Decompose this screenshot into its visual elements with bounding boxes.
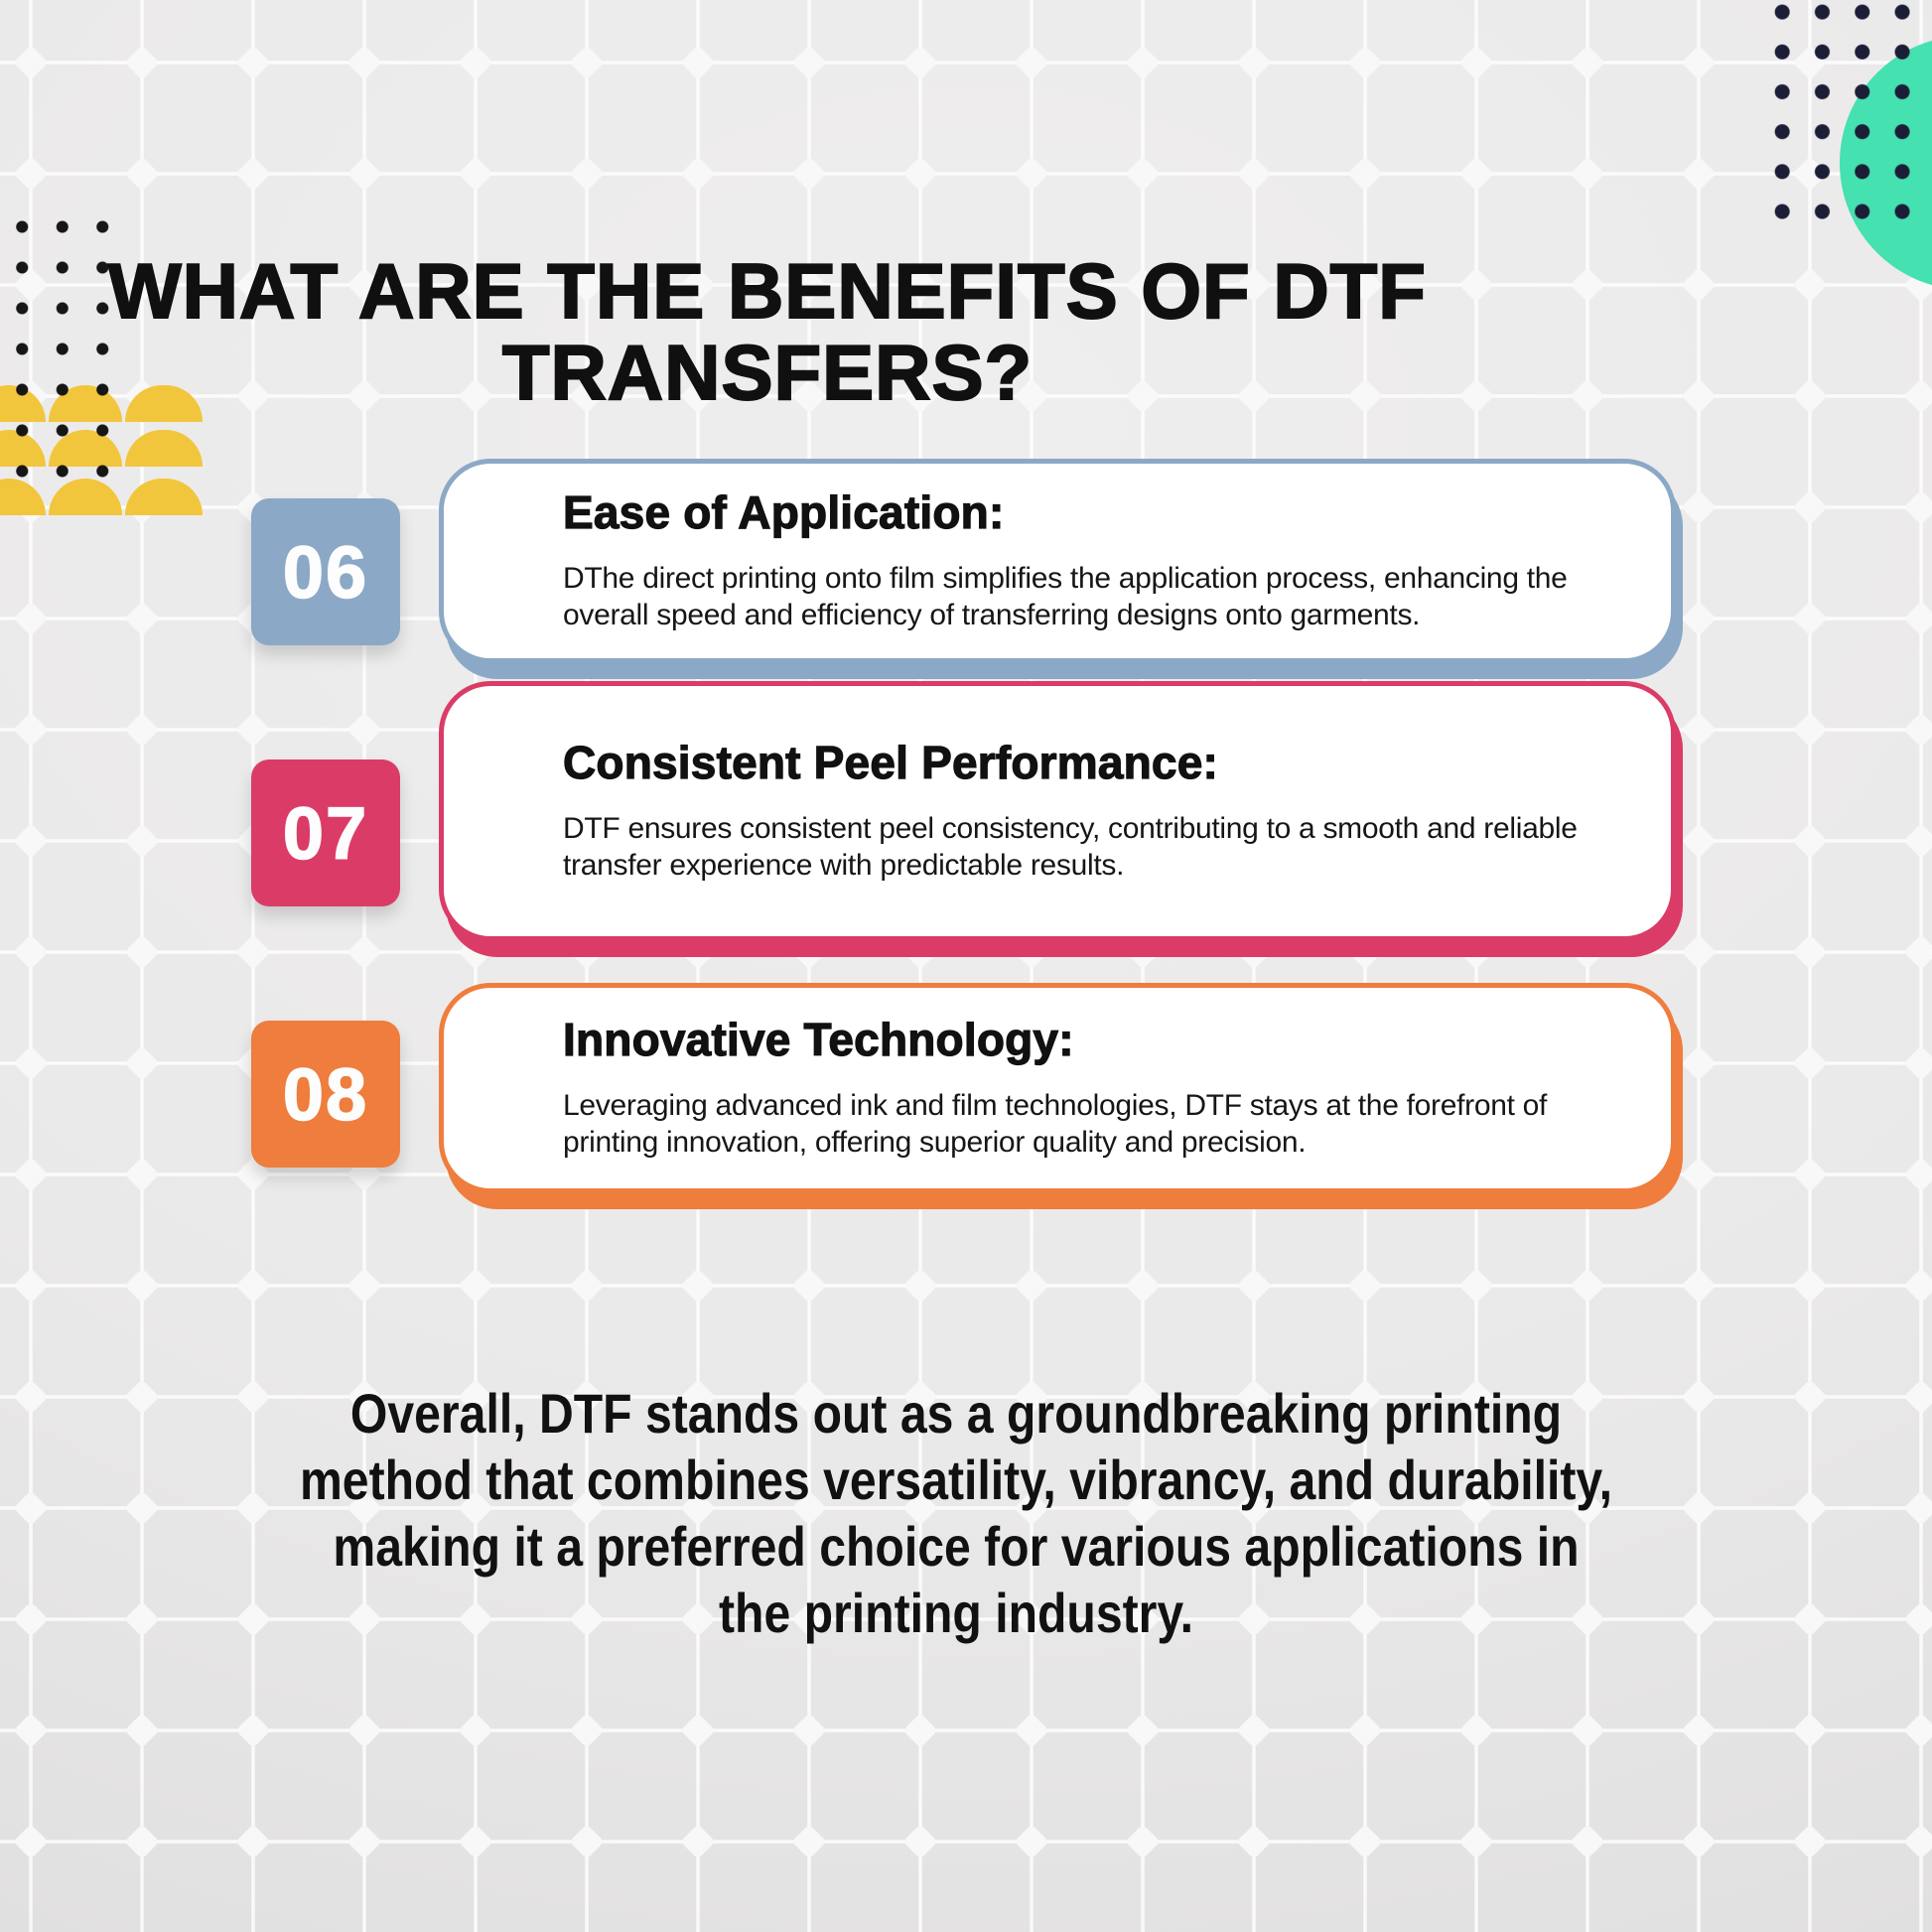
benefit-number: 07: [282, 791, 369, 876]
yellow-dome-shape: [125, 430, 203, 467]
benefit-title: Consistent Peel Performance:: [562, 736, 1219, 788]
summary-line: the printing industry.: [718, 1582, 1193, 1644]
yellow-dome-shape: [125, 479, 203, 515]
summary-paragraph: Overall, DTF stands out as a groundbreak…: [290, 1380, 1622, 1646]
benefit-card-ease-of-application: Ease of Application: DThe direct printin…: [439, 459, 1676, 663]
benefit-card-innovative-technology: Innovative Technology: Leveraging advanc…: [439, 983, 1676, 1193]
summary-line: method that combines versatility, vibran…: [299, 1449, 1613, 1511]
benefit-description: DThe direct printing onto film simplifie…: [563, 561, 1568, 632]
benefit-number-badge-06: 06: [251, 498, 400, 645]
summary-line: Overall, DTF stands out as a groundbreak…: [349, 1382, 1563, 1445]
benefit-title: Innovative Technology:: [562, 1013, 1074, 1065]
benefit-description: DTF ensures consistent peel consistency,…: [563, 811, 1578, 883]
benefit-number: 06: [282, 530, 369, 615]
top-left-dot-grid-decoration: [2, 207, 123, 491]
benefit-number-badge-07: 07: [251, 759, 400, 906]
top-right-dot-grid-decoration: [1762, 0, 1922, 231]
page-title: WHAT ARE THE BENEFITS OF DTF TRANSFERS?: [0, 247, 1535, 417]
benefit-title: Ease of Application:: [562, 485, 1005, 538]
benefit-card-consistent-peel-performance: Consistent Peel Performance: DTF ensures…: [439, 681, 1676, 941]
benefit-description: Leveraging advanced ink and film technol…: [563, 1088, 1548, 1160]
summary-line: making it a preferred choice for various…: [333, 1515, 1580, 1578]
page-title-line-1: WHAT ARE THE BENEFITS OF DTF: [107, 247, 1427, 336]
page-title-line-2: TRANSFERS?: [501, 329, 1034, 417]
benefit-number-badge-08: 08: [251, 1021, 400, 1168]
benefit-number: 08: [282, 1052, 369, 1137]
